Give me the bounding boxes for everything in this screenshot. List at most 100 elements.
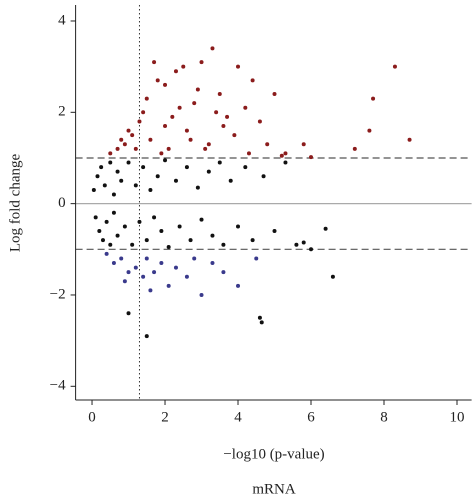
point bbox=[177, 224, 182, 229]
x-tick-label: 0 bbox=[88, 409, 96, 425]
point bbox=[170, 114, 175, 119]
point bbox=[141, 165, 146, 170]
point bbox=[265, 142, 270, 147]
point bbox=[130, 133, 135, 138]
point bbox=[192, 101, 197, 106]
point bbox=[119, 137, 124, 142]
point bbox=[210, 46, 215, 51]
point bbox=[257, 315, 262, 320]
point bbox=[206, 169, 211, 174]
point bbox=[173, 265, 178, 270]
y-tick-label: 4 bbox=[58, 12, 66, 28]
x-tick-label: 4 bbox=[234, 409, 242, 425]
point bbox=[225, 114, 230, 119]
point bbox=[206, 142, 211, 147]
point bbox=[184, 165, 189, 170]
point bbox=[214, 110, 219, 115]
point bbox=[166, 283, 171, 288]
point bbox=[159, 151, 164, 156]
point bbox=[261, 174, 266, 179]
point bbox=[217, 92, 222, 97]
point bbox=[155, 174, 160, 179]
point bbox=[217, 160, 222, 165]
point bbox=[119, 256, 124, 261]
point bbox=[407, 137, 412, 142]
point bbox=[163, 82, 168, 87]
point bbox=[137, 219, 142, 224]
point bbox=[309, 155, 314, 160]
point bbox=[228, 178, 233, 183]
point bbox=[199, 217, 204, 222]
point bbox=[199, 292, 204, 297]
point bbox=[221, 270, 226, 275]
point bbox=[243, 105, 248, 110]
point bbox=[108, 151, 113, 156]
point bbox=[192, 256, 197, 261]
point bbox=[173, 178, 178, 183]
point bbox=[130, 242, 135, 247]
point bbox=[254, 256, 259, 261]
point bbox=[323, 226, 328, 231]
point bbox=[141, 110, 146, 115]
point bbox=[177, 105, 182, 110]
point bbox=[148, 137, 153, 142]
point bbox=[221, 124, 226, 129]
point bbox=[95, 174, 100, 179]
point bbox=[152, 215, 157, 220]
x-tick-label: 2 bbox=[161, 409, 169, 425]
point bbox=[126, 311, 131, 316]
point bbox=[392, 64, 397, 69]
y-tick-label: 0 bbox=[58, 195, 66, 211]
point bbox=[133, 265, 138, 270]
point bbox=[283, 151, 288, 156]
point bbox=[126, 270, 131, 275]
point bbox=[181, 64, 186, 69]
point bbox=[330, 274, 335, 279]
point bbox=[122, 224, 127, 229]
point bbox=[115, 146, 120, 151]
x-tick-label: 10 bbox=[450, 409, 465, 425]
point bbox=[163, 124, 168, 129]
point bbox=[148, 288, 153, 293]
y-axis-label: Log fold change bbox=[7, 154, 23, 253]
point bbox=[250, 238, 255, 243]
point bbox=[102, 183, 107, 188]
point bbox=[203, 146, 208, 151]
x-tick-label: 6 bbox=[307, 409, 315, 425]
point bbox=[301, 240, 306, 245]
point bbox=[155, 78, 160, 83]
point bbox=[152, 60, 157, 65]
point bbox=[166, 146, 171, 151]
point bbox=[93, 215, 98, 220]
point bbox=[108, 160, 113, 165]
point bbox=[184, 274, 189, 279]
point bbox=[367, 128, 372, 133]
point bbox=[148, 187, 153, 192]
point bbox=[133, 183, 138, 188]
point bbox=[236, 224, 241, 229]
point bbox=[159, 261, 164, 266]
x-axis-label: −log10 (p-value) bbox=[223, 446, 324, 462]
point bbox=[221, 242, 226, 247]
point bbox=[99, 165, 104, 170]
point bbox=[144, 334, 149, 339]
point bbox=[108, 242, 113, 247]
point bbox=[232, 133, 237, 138]
point bbox=[272, 92, 277, 97]
point bbox=[188, 238, 193, 243]
point bbox=[111, 192, 116, 197]
point bbox=[294, 242, 299, 247]
point bbox=[272, 229, 277, 234]
point bbox=[122, 142, 127, 147]
point bbox=[236, 64, 241, 69]
point bbox=[133, 146, 138, 151]
point bbox=[210, 261, 215, 266]
point bbox=[257, 119, 262, 124]
point bbox=[166, 245, 171, 250]
point bbox=[210, 233, 215, 238]
point bbox=[141, 274, 146, 279]
point bbox=[152, 270, 157, 275]
point bbox=[97, 229, 102, 234]
point bbox=[126, 128, 131, 133]
point bbox=[246, 151, 251, 156]
